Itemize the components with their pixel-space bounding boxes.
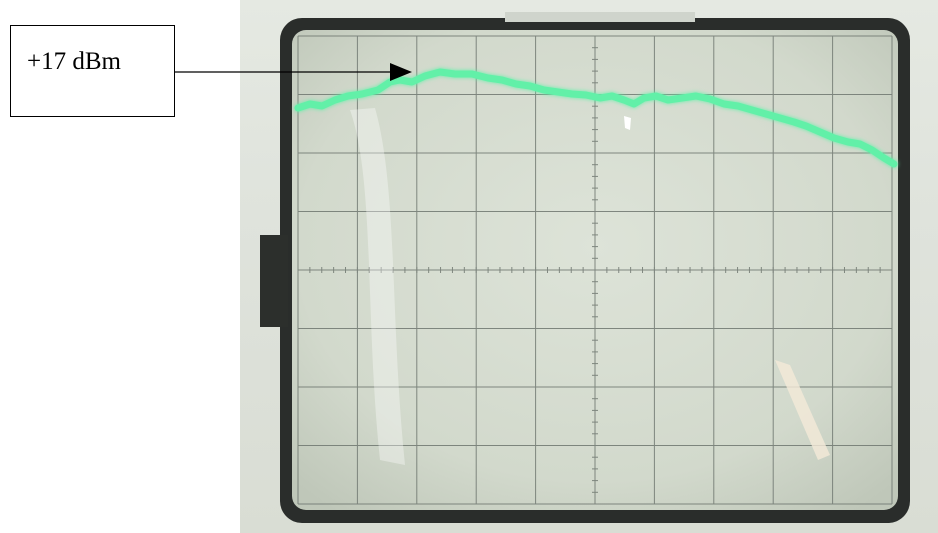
signal-trace [294, 68, 898, 168]
callout-label-text: +17 dBm [27, 48, 121, 75]
screen-glare [350, 108, 405, 465]
oscilloscope-photo [240, 0, 938, 533]
top-lip [505, 12, 695, 22]
callout-label-box: +17 dBm [10, 25, 175, 117]
side-bracket [260, 235, 288, 327]
oscilloscope-screen [260, 12, 910, 523]
screen-speck [624, 116, 631, 130]
screen-reflection [775, 360, 830, 460]
graticule-grid [297, 35, 893, 505]
